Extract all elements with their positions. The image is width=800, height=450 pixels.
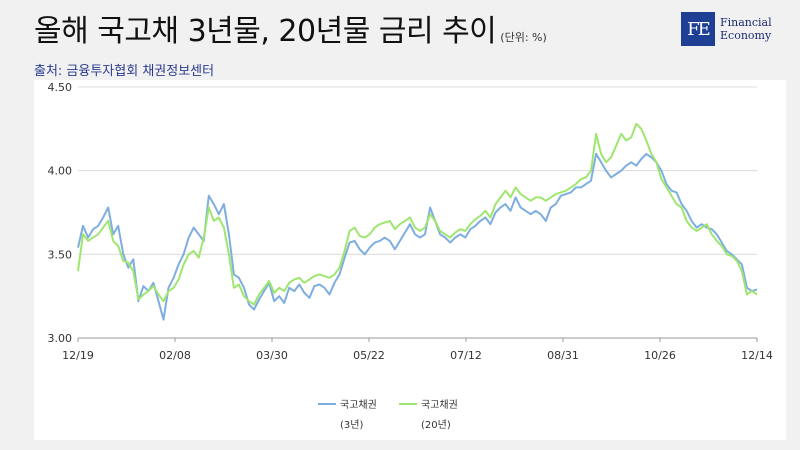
x-tick-label: 03/30 (256, 349, 288, 362)
legend-sublabel: (20년) (421, 419, 451, 431)
x-tick-label: 12/19 (62, 349, 94, 362)
logo-line-2: Economy (720, 29, 772, 42)
series-line-3y (77, 152, 758, 321)
logo-mark: FE (681, 12, 715, 46)
y-tick-label: 4.50 (48, 81, 73, 94)
x-tick-label: 12/14 (741, 349, 773, 362)
logo-line-1: Financial (720, 16, 772, 29)
source-label: 출처: 금융투자협회 채권정보센터 (34, 64, 215, 79)
title-block: 올해 국고채 3년물, 20년물 금리 추이 (단위: %) (34, 6, 547, 50)
unit-label: (단위: %) (500, 31, 547, 44)
line-chart: 3.00 3.50 4.00 4.50 12/19 02/08 03/30 05/22 07/1… (48, 81, 773, 431)
x-tick-label: 02/08 (159, 349, 191, 362)
logo: FE Financial Economy (681, 12, 772, 46)
legend-label: 국고채권 (340, 399, 377, 411)
legend-label: 국고채권 (421, 399, 458, 411)
x-tick-label: 08/31 (547, 349, 579, 362)
y-tick-label: 3.50 (48, 248, 73, 261)
chart-panel: 3.00 3.50 4.00 4.50 12/19 02/08 03/30 05/22 07/1… (34, 80, 786, 440)
x-tick-label: 05/22 (353, 349, 385, 362)
series-line-20y (77, 122, 758, 306)
logo-text: Financial Economy (720, 16, 772, 42)
x-tick-label: 07/12 (450, 349, 482, 362)
y-tick-label: 3.00 (48, 332, 73, 345)
legend-sublabel: (3년) (340, 419, 363, 431)
chart-title: 올해 국고채 3년물, 20년물 금리 추이 (34, 14, 497, 49)
x-tick-label: 10/26 (644, 349, 676, 362)
y-tick-label: 4.00 (48, 165, 73, 178)
